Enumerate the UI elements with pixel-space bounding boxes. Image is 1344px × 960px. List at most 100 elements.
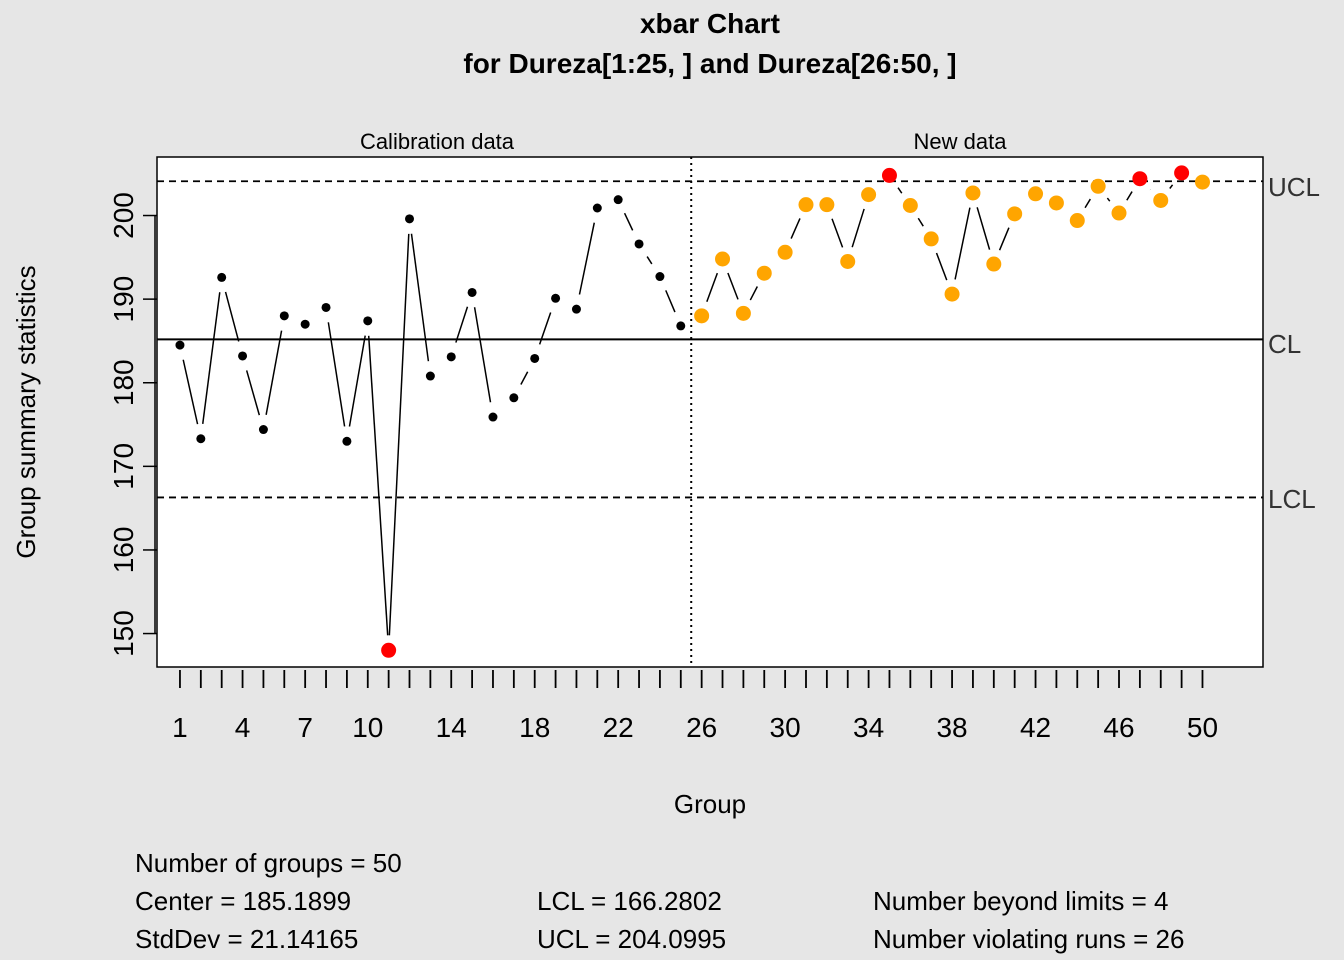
calibration-point (530, 353, 540, 363)
violation-point (1132, 171, 1148, 187)
calibration-point (300, 319, 310, 329)
x-tick-label: 46 (1103, 712, 1134, 743)
series-segment (265, 330, 283, 415)
calibration-point (467, 287, 477, 297)
new-data-point (819, 197, 835, 213)
data-points (175, 165, 1210, 658)
y-tick-label: 170 (108, 443, 139, 490)
stat-lcl: LCL = 166.2802 (537, 886, 722, 916)
new-data-point (756, 265, 772, 281)
x-tick-label: 22 (603, 712, 634, 743)
new-data-point (944, 286, 960, 302)
calibration-point (425, 371, 435, 381)
calibration-point (655, 272, 665, 282)
calibration-point (551, 293, 561, 303)
cl-label: CL (1268, 329, 1301, 359)
calibration-point (676, 321, 686, 331)
new-data-point (1069, 213, 1085, 229)
new-data-point (965, 185, 981, 201)
series-segment (749, 286, 759, 301)
stat-groups: Number of groups = 50 (135, 848, 402, 878)
calibration-point (488, 412, 498, 422)
series-segment (202, 292, 221, 424)
series-segment (998, 227, 1010, 251)
new-data-point (1028, 186, 1044, 202)
chart-subtitle: for Dureza[1:25, ] and Dureza[26:50, ] (463, 48, 956, 79)
x-tick-label: 34 (853, 712, 884, 743)
x-tick-label: 38 (936, 712, 967, 743)
new-data-point (902, 197, 918, 213)
ucl-label: UCL (1268, 172, 1320, 202)
series-segment (1084, 198, 1091, 209)
series-segment (1106, 197, 1111, 202)
series-segment (976, 207, 991, 250)
calibration-point (509, 393, 519, 403)
violation-point (381, 642, 397, 658)
stat-stddev: StdDev = 21.14165 (135, 924, 359, 954)
y-tick-label: 160 (108, 527, 139, 574)
data-series (182, 184, 1174, 636)
series-segment (1169, 184, 1174, 189)
calibration-point (405, 214, 415, 224)
series-segment (224, 291, 240, 342)
stat-beyond-limits: Number beyond limits = 4 (873, 886, 1169, 916)
new-data-point (735, 305, 751, 321)
stat-ucl: UCL = 204.0995 (537, 924, 727, 954)
y-tick-label: 200 (108, 192, 139, 239)
violation-point (1174, 165, 1190, 181)
calibration-point (363, 316, 373, 326)
series-segment (367, 335, 389, 636)
series-segment (790, 218, 801, 239)
series-segment (578, 222, 596, 295)
series-segment (665, 290, 676, 313)
x-tick-label: 30 (770, 712, 801, 743)
x-tick-label: 1 (172, 712, 188, 743)
series-segment (897, 187, 903, 194)
new-data-point (1048, 195, 1064, 211)
x-tick-label: 42 (1020, 712, 1051, 743)
calibration-point (279, 311, 289, 321)
calibration-label: Calibration data (360, 129, 515, 154)
series-segment (182, 359, 199, 425)
new-data-point (1111, 205, 1127, 221)
series-segment (455, 306, 469, 343)
series-segment (954, 207, 971, 280)
calibration-point (175, 340, 185, 350)
calibration-point (258, 425, 268, 435)
x-tick-label: 50 (1187, 712, 1218, 743)
new-data-point (1194, 174, 1210, 190)
series-segment (327, 322, 346, 427)
calibration-point (238, 351, 248, 361)
series-segment (851, 208, 865, 248)
stat-center: Center = 185.1899 (135, 886, 352, 916)
new-data-point (1153, 192, 1169, 208)
new-data-point (986, 256, 1002, 272)
y-tick-label: 180 (108, 359, 139, 406)
series-segment (410, 233, 430, 362)
x-tick-label: 14 (436, 712, 467, 743)
calibration-point (321, 302, 331, 312)
x-tick-label: 4 (235, 712, 251, 743)
stat-violating-runs: Number violating runs = 26 (873, 924, 1185, 954)
new-data-point (861, 187, 877, 203)
series-segment (935, 252, 948, 281)
y-axis: 150 160 170 180 190 200 (108, 192, 157, 657)
x-axis-title: Group (674, 789, 746, 819)
calibration-point (196, 434, 206, 444)
series-segment (706, 272, 719, 303)
calibration-point (446, 352, 456, 362)
calibration-point (613, 195, 623, 205)
new-data-point (840, 254, 856, 270)
x-tick-label: 18 (519, 712, 550, 743)
calibration-point (571, 304, 581, 314)
x-axis: 1 4 7 10 14 18 22 26 30 34 38 42 46 50 (172, 670, 1218, 743)
series-segment (831, 218, 844, 248)
lcl-label: LCL (1268, 484, 1316, 514)
new-data-point (798, 197, 814, 213)
new-data-point (1007, 206, 1023, 222)
y-tick-label: 190 (108, 276, 139, 323)
series-segment (473, 307, 492, 403)
series-segment (1126, 191, 1133, 201)
new-data-point (777, 244, 793, 260)
